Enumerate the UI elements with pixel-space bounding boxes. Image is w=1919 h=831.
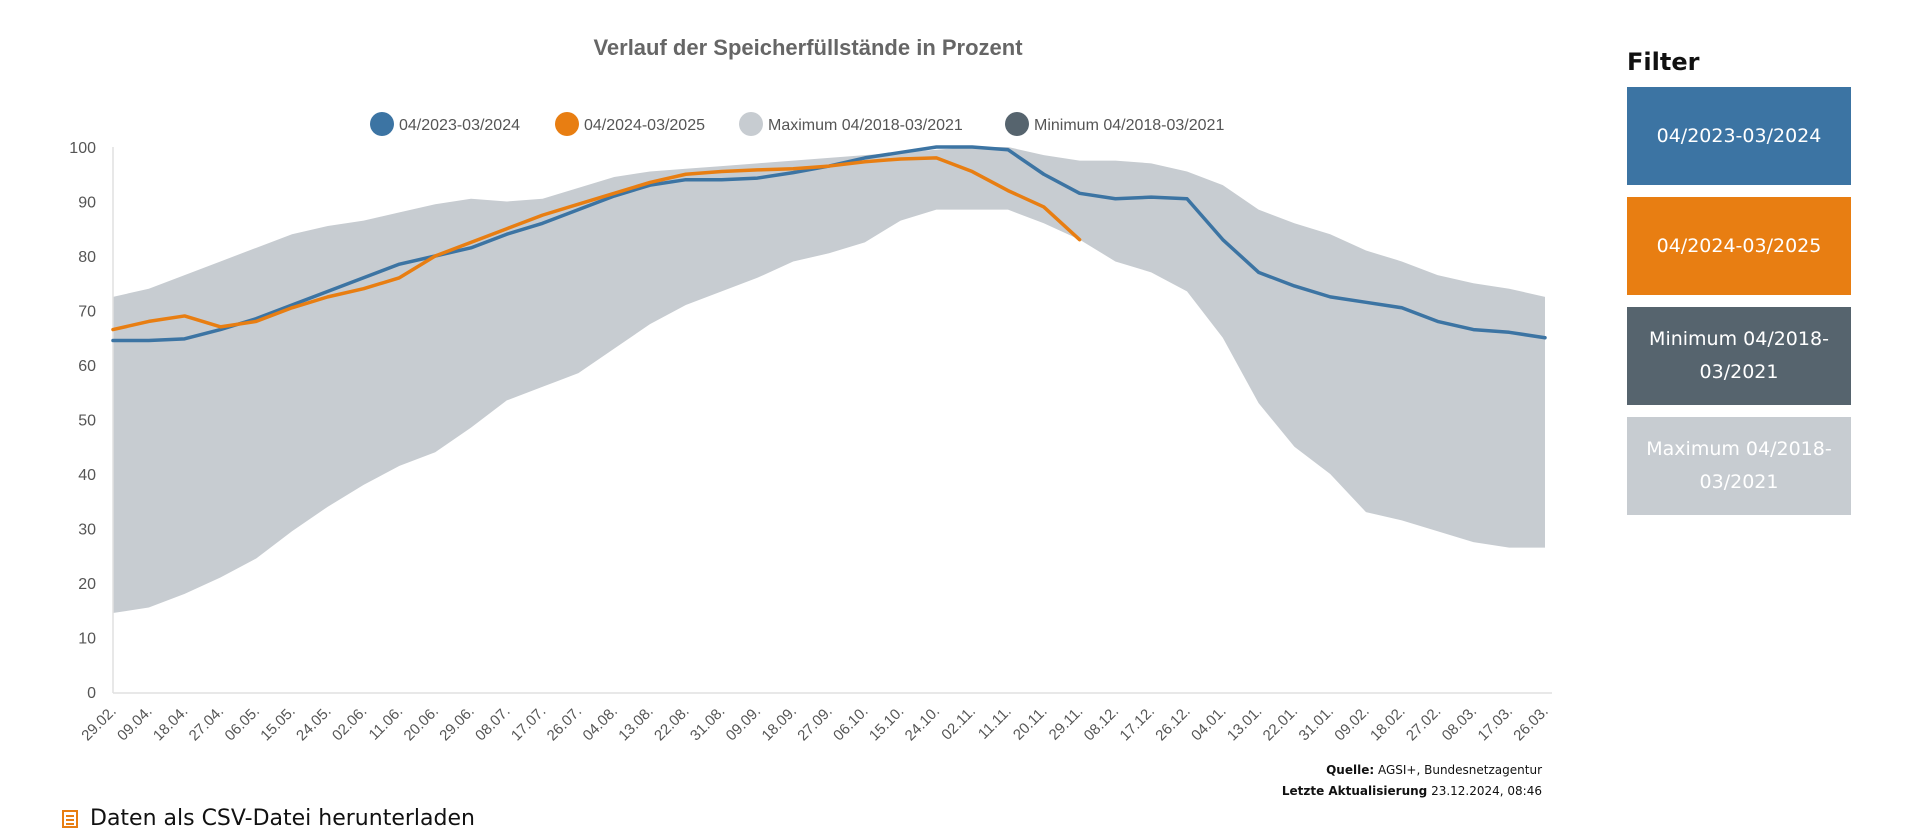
y-tick-label: 40 [78,467,96,484]
band-area [113,147,1545,613]
x-tick-label: 31.08. [687,703,729,745]
x-tick-label: 20.11. [1010,703,1051,744]
x-tick-label: 11.06. [366,703,407,744]
update-label: Letzte Aktualisierung [1281,784,1428,798]
y-tick-label: 60 [78,358,96,375]
x-tick-label: 17.03. [1475,703,1517,745]
x-tick-label: 06.05. [222,703,264,745]
min-max-band [113,147,1545,613]
legend-marker[interactable] [555,112,579,136]
y-tick-label: 100 [69,140,96,157]
x-tick-label: 13.08. [615,703,657,745]
legend-label[interactable]: 04/2023-03/2024 [399,117,520,134]
x-tick-label: 02.11. [938,703,979,744]
download-csv-link[interactable]: Daten als CSV-Datei herunterladen [62,806,475,831]
x-tick-label: 26.07. [544,703,586,745]
x-axis-ticks: 29.02.09.04.18.04.27.04.06.05.15.05.24.0… [78,703,1552,745]
x-tick-label: 24.10. [902,703,944,745]
x-tick-label: 18.09. [759,703,801,745]
x-tick-label: 29.11. [1046,703,1087,744]
legend-label[interactable]: Maximum 04/2018-03/2021 [768,117,963,134]
x-tick-label: 08.12. [1081,703,1123,745]
x-tick-label: 26.03. [1510,703,1552,745]
x-tick-label: 08.07. [472,703,514,745]
x-tick-label: 08.03. [1439,703,1481,745]
download-csv-label: Daten als CSV-Datei herunterladen [90,806,475,831]
series-line-2024-2025 [111,156,1082,332]
source-value: AGSI+, Bundesnetzagentur [1377,763,1542,777]
x-tick-label: 18.04. [150,703,192,745]
x-tick-label: 31.01. [1296,703,1338,745]
filter-button-maximum[interactable]: Maximum 04/2018-03/2021 [1627,417,1851,515]
y-tick-label: 70 [78,304,96,321]
x-tick-label: 15.05. [257,703,299,745]
x-tick-label: 26.12. [1152,703,1194,745]
y-axis-ticks: 0 10 20 30 40 50 60 70 80 90 100 [69,140,96,702]
x-tick-label: 02.06. [329,703,371,745]
x-tick-label: 06.10. [830,703,872,745]
x-tick-label: 11.11. [975,703,1015,743]
x-tick-label: 18.02. [1367,703,1409,745]
legend-marker[interactable] [1005,112,1029,136]
y-tick-label: 90 [78,195,96,212]
y-tick-label: 30 [78,522,96,539]
x-tick-label: 27.04. [186,703,228,745]
source-label: Quelle: [1326,763,1375,777]
y-tick-label: 20 [78,576,96,593]
x-tick-label: 24.05. [293,703,335,745]
filter-title: Filter [1627,48,1700,76]
source-info: Quelle: AGSI+, Bundesnetzagentur Letzte … [1282,760,1542,802]
x-tick-label: 29.06. [436,703,478,745]
x-tick-label: 04.08. [580,703,622,745]
y-tick-label: 50 [78,413,96,430]
chart-title: Verlauf der Speicherfüllstände in Prozen… [593,35,1023,60]
legend-label[interactable]: 04/2024-03/2025 [584,117,705,134]
y-tick-label: 0 [87,685,96,702]
x-tick-label: 09.02. [1331,703,1373,745]
legend-label[interactable]: Minimum 04/2018-03/2021 [1034,117,1224,134]
update-value: 23.12.2024, 08:46 [1431,784,1542,798]
legend: 04/2023-03/2024 04/2024-03/2025 Maximum 04… [370,112,1224,136]
x-tick-label: 22.01. [1260,703,1302,745]
x-tick-label: 17.12. [1117,703,1159,745]
x-tick-label: 15.10. [866,703,908,745]
chart: Verlauf der Speicherfüllstände in Prozen… [69,35,1552,745]
x-tick-label: 13.01. [1224,703,1266,745]
document-icon [62,809,78,828]
x-tick-label: 20.06. [401,703,443,745]
filter-button-minimum[interactable]: Minimum 04/2018-03/2021 [1627,307,1851,405]
x-tick-label: 27.02. [1403,703,1445,745]
filter-panel: Filter 04/2023-03/2024 04/2024-03/2025 M… [1627,48,1851,527]
x-tick-label: 27.09. [794,703,836,745]
series-lines [111,145,1547,343]
legend-marker[interactable] [739,112,763,136]
filter-button-2024-2025[interactable]: 04/2024-03/2025 [1627,197,1851,295]
x-tick-label: 09.04. [114,703,156,745]
x-tick-label: 04.01. [1188,703,1230,745]
y-tick-label: 80 [78,249,96,266]
x-tick-label: 17.07. [508,703,550,745]
y-tick-label: 10 [78,631,96,648]
filter-button-2023-2024[interactable]: 04/2023-03/2024 [1627,87,1851,185]
x-tick-label: 09.09. [723,703,765,745]
legend-marker[interactable] [370,112,394,136]
x-tick-label: 29.02. [78,703,120,745]
x-tick-label: 22.08. [651,703,693,745]
